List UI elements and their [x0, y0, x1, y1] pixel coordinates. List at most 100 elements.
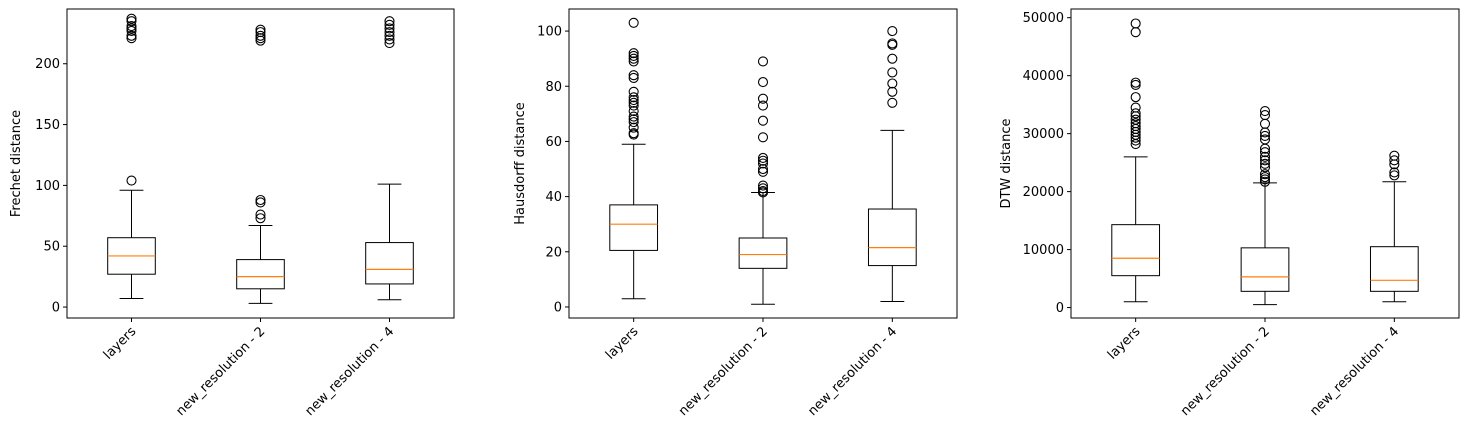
outlier-point — [255, 213, 266, 224]
outlier-point — [1259, 110, 1271, 121]
outlier-point — [1130, 77, 1141, 88]
outlier-point — [1130, 108, 1141, 119]
chart-panel-2: 0 20 40 60 80 100 Hausdorff distance layers new_… — [513, 8, 958, 419]
outlier-point — [757, 183, 769, 194]
outlier-point — [1389, 155, 1400, 166]
box-2 — [236, 24, 285, 304]
y-tick-label: 80 — [545, 80, 562, 95]
outlier-point — [1130, 79, 1141, 90]
y-tick-label: 20 — [545, 245, 562, 260]
y-tick-label: 100 — [35, 179, 60, 194]
iqr-box — [1240, 247, 1290, 292]
outlier-point — [628, 72, 639, 84]
outlier-point — [757, 93, 769, 104]
outlier-point — [1130, 27, 1141, 38]
y-tick-label: 20000 — [1023, 185, 1064, 200]
outlier-point — [757, 166, 769, 177]
box-1 — [107, 13, 156, 300]
axes-frame — [1070, 8, 1460, 319]
outlier-point — [255, 209, 266, 220]
outlier-point — [757, 100, 769, 111]
x-tick-label: layers — [101, 324, 140, 363]
outlier-point — [1259, 118, 1271, 129]
outlier-point — [384, 38, 395, 49]
x-tick-label: new_resolution - 4 — [805, 324, 900, 419]
outlier-point — [628, 70, 639, 81]
x-tick-label: layers — [603, 324, 642, 363]
outlier-point — [126, 13, 137, 24]
iqr-box — [609, 204, 659, 251]
iqr-box — [1111, 224, 1161, 277]
outlier-point — [887, 53, 898, 64]
outlier-point — [1130, 121, 1141, 132]
outlier-point — [1259, 105, 1271, 117]
outlier-point — [1259, 147, 1271, 158]
outlier-point — [887, 97, 898, 108]
outlier-point — [887, 86, 898, 97]
outlier-point — [757, 152, 769, 164]
chart-panel-3: 0 10000 20000 30000 40000 50000 DTW distance la… — [999, 8, 1460, 419]
outlier-point — [126, 33, 137, 44]
outlier-point — [887, 78, 898, 89]
outlier-point — [628, 50, 639, 61]
outlier-point — [1259, 158, 1271, 169]
iqr-box — [365, 242, 414, 285]
outlier-point — [628, 53, 639, 64]
outlier-point — [1259, 162, 1271, 173]
outlier-point — [757, 77, 769, 88]
outlier-point — [628, 122, 639, 133]
outlier-point — [1259, 172, 1271, 183]
outlier-point — [757, 155, 769, 166]
outlier-point — [255, 197, 266, 208]
box-3 — [365, 16, 414, 301]
outlier-point — [255, 24, 266, 35]
axes-frame — [568, 8, 958, 319]
y-tick-label: 50000 — [1023, 11, 1064, 26]
outlier-point — [1259, 176, 1271, 187]
y-tick-label: 40000 — [1023, 69, 1064, 84]
outlier-point — [628, 106, 639, 117]
y-axis-label: DTW distance — [999, 118, 1014, 208]
outlier-point — [126, 20, 137, 32]
y-tick-label: 0 — [1056, 301, 1064, 316]
outlier-point — [384, 19, 395, 30]
outlier-point — [126, 23, 137, 34]
outlier-point — [1259, 155, 1271, 166]
y-axis-label: Frechet distance — [9, 110, 24, 217]
y-tick-label: 100 — [537, 25, 562, 40]
box-1 — [609, 17, 659, 300]
outlier-point — [628, 94, 639, 106]
x-tick-label: new_resolution - 2 — [1178, 324, 1273, 419]
outlier-point — [887, 38, 898, 49]
outlier-point — [126, 16, 137, 27]
outlier-point — [1389, 170, 1400, 181]
outlier-point — [757, 158, 769, 169]
outlier-point — [628, 48, 639, 59]
outlier-point — [628, 56, 639, 67]
outlier-point — [887, 26, 898, 37]
x-tick-label: new_resolution - 4 — [302, 324, 397, 419]
outlier-point — [1130, 18, 1141, 29]
chart-panel-1: 0 50 100 150 200 Frechet distance layers new_re… — [9, 8, 455, 419]
iqr-box — [738, 237, 788, 269]
y-tick-label: 50 — [43, 240, 60, 255]
y-tick-label: 150 — [35, 118, 60, 133]
outlier-point — [255, 27, 266, 38]
outlier-point — [1130, 114, 1141, 125]
outlier-point — [1259, 174, 1271, 185]
box-1 — [1111, 18, 1161, 303]
y-tick-label: 200 — [35, 57, 60, 72]
iqr-box — [1369, 246, 1419, 292]
iqr-box — [867, 208, 917, 267]
y-tick-label: 40 — [545, 190, 562, 205]
outlier-point — [1389, 167, 1400, 178]
outlier-point — [1130, 102, 1141, 113]
outlier-point — [255, 194, 266, 206]
outlier-point — [255, 30, 266, 41]
x-tick-label: new_resolution - 2 — [173, 324, 268, 419]
x-tick-label: new_resolution - 4 — [1307, 324, 1402, 419]
y-tick-label: 60 — [545, 135, 562, 150]
box-2 — [738, 56, 788, 305]
x-tick-label: new_resolution - 2 — [676, 324, 771, 419]
